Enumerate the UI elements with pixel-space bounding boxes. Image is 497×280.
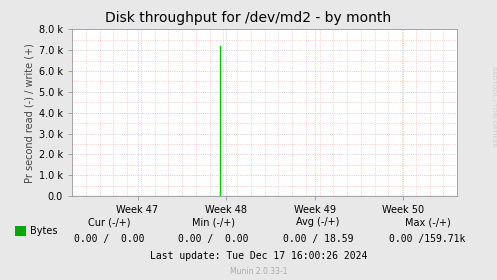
Text: Min (-/+): Min (-/+): [192, 217, 235, 227]
Text: Munin 2.0.33-1: Munin 2.0.33-1: [230, 267, 287, 276]
Text: Bytes: Bytes: [30, 226, 57, 236]
Text: Disk throughput for /dev/md2 - by month: Disk throughput for /dev/md2 - by month: [105, 11, 392, 25]
Text: 0.00 / 18.59: 0.00 / 18.59: [283, 234, 353, 244]
Text: 0.00 /  0.00: 0.00 / 0.00: [74, 234, 145, 244]
Text: Max (-/+): Max (-/+): [405, 217, 450, 227]
Text: 0.00 /  0.00: 0.00 / 0.00: [178, 234, 249, 244]
Text: Avg (-/+): Avg (-/+): [296, 217, 340, 227]
Y-axis label: Pr second read (-) / write (+): Pr second read (-) / write (+): [25, 43, 35, 183]
Text: Last update: Tue Dec 17 16:00:26 2024: Last update: Tue Dec 17 16:00:26 2024: [150, 251, 367, 261]
Text: RRDTOOL / TOBI OETIKER: RRDTOOL / TOBI OETIKER: [491, 66, 496, 147]
Text: Cur (-/+): Cur (-/+): [88, 217, 131, 227]
Text: 0.00 /159.71k: 0.00 /159.71k: [389, 234, 466, 244]
